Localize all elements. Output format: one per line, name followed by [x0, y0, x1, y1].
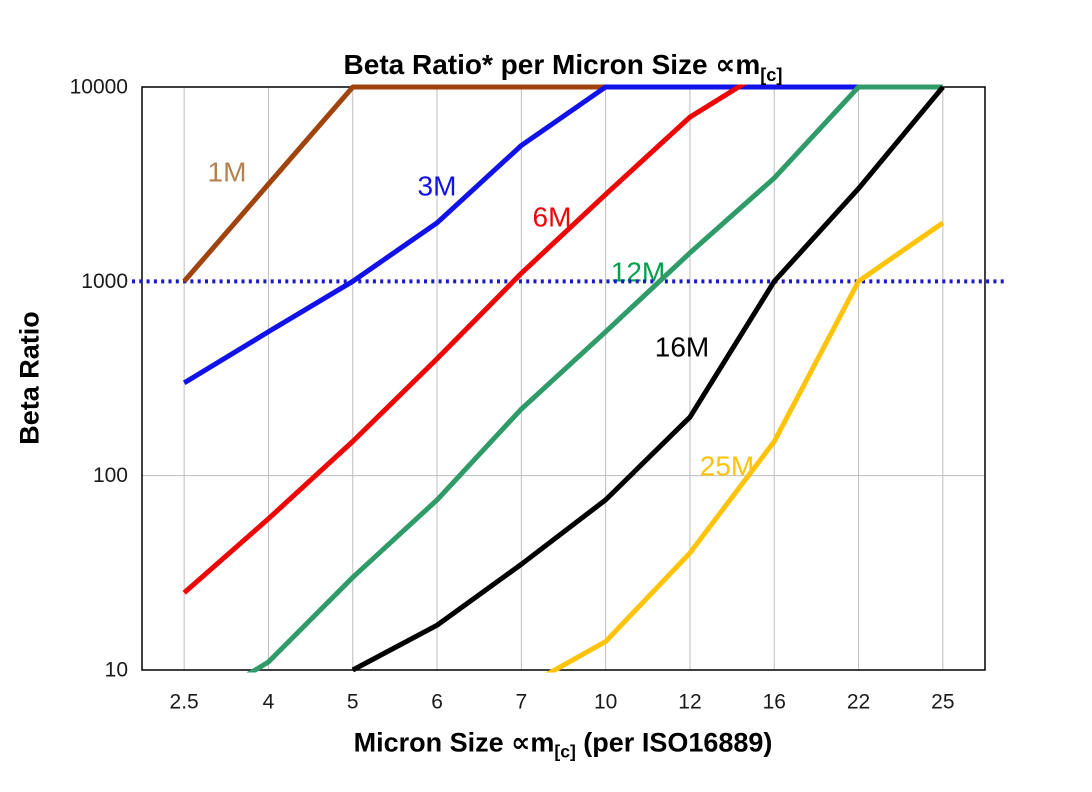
- x-tick-label-4: 4: [263, 691, 275, 714]
- series-label-16M: 16M: [655, 332, 709, 363]
- x-axis-label-suffix: (per ISO16889): [575, 727, 773, 758]
- series-line-12M: [246, 84, 943, 673]
- chart-title: Beta Ratio* per Micron Size ∝m[c]: [344, 48, 783, 86]
- y-axis-label: Beta Ratio: [14, 311, 45, 445]
- y-tick-label-10: 10: [105, 659, 128, 682]
- y-tick-label-100: 100: [93, 464, 128, 487]
- x-tick-label-5: 5: [347, 691, 359, 714]
- x-tick-label-16: 16: [763, 691, 786, 714]
- x-tick-label-12: 12: [678, 691, 701, 714]
- x-axis-label-subscript: [c]: [554, 741, 576, 762]
- y-tick-label-10000: 10000: [70, 76, 128, 99]
- x-axis-label-text: Micron Size ∝m: [353, 727, 555, 758]
- x-tick-label-2.5: 2.5: [170, 691, 199, 714]
- series-label-3M: 3M: [418, 171, 457, 202]
- series-line-3M: [182, 84, 859, 386]
- series-line-16M: [351, 85, 945, 673]
- axis-tick-labels: 10 100 1000 10000 2.5 4 5 6 7 10 12 16 22 25: [70, 76, 955, 714]
- series-line-25M: [545, 220, 945, 673]
- x-tick-label-25: 25: [931, 691, 954, 714]
- gridlines: [142, 87, 985, 670]
- y-tick-label-1000: 1000: [81, 270, 128, 293]
- series-lines: [182, 84, 945, 673]
- x-tick-label-22: 22: [847, 691, 870, 714]
- x-tick-label-10: 10: [594, 691, 617, 714]
- x-tick-label-6: 6: [431, 691, 443, 714]
- series-label-6M: 6M: [533, 202, 572, 233]
- series-line-1M: [182, 84, 606, 283]
- x-axis-label: Micron Size ∝m[c] (per ISO16889): [354, 727, 773, 762]
- chart-title-text: Beta Ratio* per Micron Size ∝m: [343, 49, 761, 81]
- series-label-1M: 1M: [208, 157, 247, 188]
- x-tick-label-7: 7: [516, 691, 528, 714]
- chart-title-subscript: [c]: [760, 64, 783, 85]
- series-line-6M: [182, 84, 748, 595]
